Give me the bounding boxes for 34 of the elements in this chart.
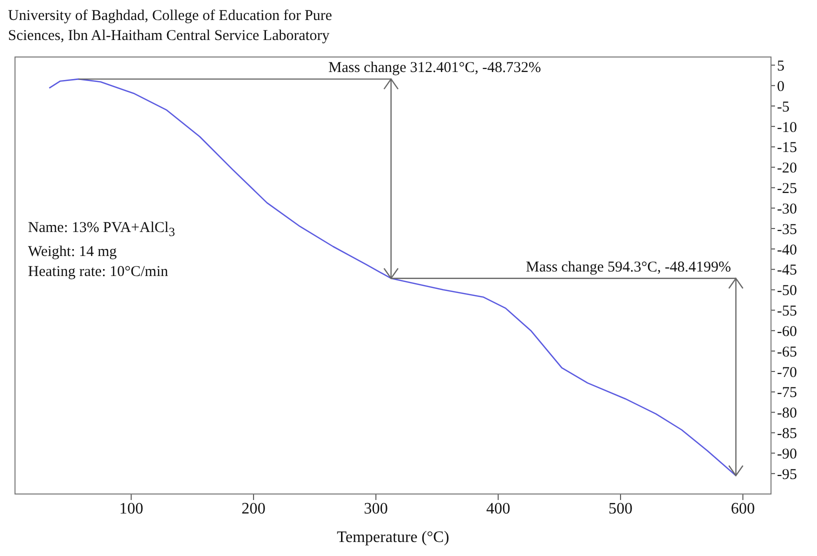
y-tick-label: -15 (777, 140, 797, 156)
x-tick-label: 600 (730, 500, 755, 518)
chart-title: University of Baghdad, College of Education for Pure Sciences, Ibn Al-Haitham Central Service Laboratory (8, 7, 334, 46)
x-tick-label: 500 (608, 500, 633, 518)
y-tick-label: -30 (777, 201, 797, 218)
y-tick-label: -55 (777, 304, 797, 320)
y-tick-label: -10 (777, 120, 797, 136)
y-tick-label: -75 (777, 385, 797, 402)
annotation: Name: 13% PVA+AlCl$_{3}$ (28, 219, 175, 241)
y-tick-label: -65 (777, 344, 797, 360)
y-tick-label: -20 (777, 160, 797, 177)
annotation: Weight: 14 mg (28, 243, 118, 262)
x-axis-title: Temperature (°C) (336, 529, 450, 546)
y-tick-label: -45 (777, 262, 797, 279)
y-tick-label: -90 (777, 446, 797, 462)
y-tick-label: 0 (777, 78, 784, 95)
y-tick-label: 5 (777, 58, 784, 74)
y-tick-label: -60 (777, 324, 797, 340)
x-tick-label: 400 (486, 500, 510, 518)
x-tick-label: 300 (364, 500, 388, 518)
y-tick-label: -50 (777, 283, 797, 300)
x-tick-label: 100 (119, 500, 144, 518)
annotation: Mass change 594.3°C, -48.4199% (526, 259, 731, 276)
y-tick-label: -25 (777, 181, 797, 198)
y-tick-label: -95 (777, 466, 797, 483)
x-tick-label: 200 (242, 500, 266, 518)
y-tick-label: -85 (777, 426, 797, 442)
annotation: Heating rate: 10°C/min (28, 263, 170, 282)
y-tick-label: -40 (777, 242, 797, 258)
y-tick-label: -70 (777, 364, 797, 381)
annotation: Mass change 312.401°C, -48.732% (328, 60, 542, 76)
y-tick-label: -5 (777, 99, 790, 116)
y-tick-label: -35 (777, 222, 797, 238)
y-tick-label: -80 (777, 406, 797, 422)
